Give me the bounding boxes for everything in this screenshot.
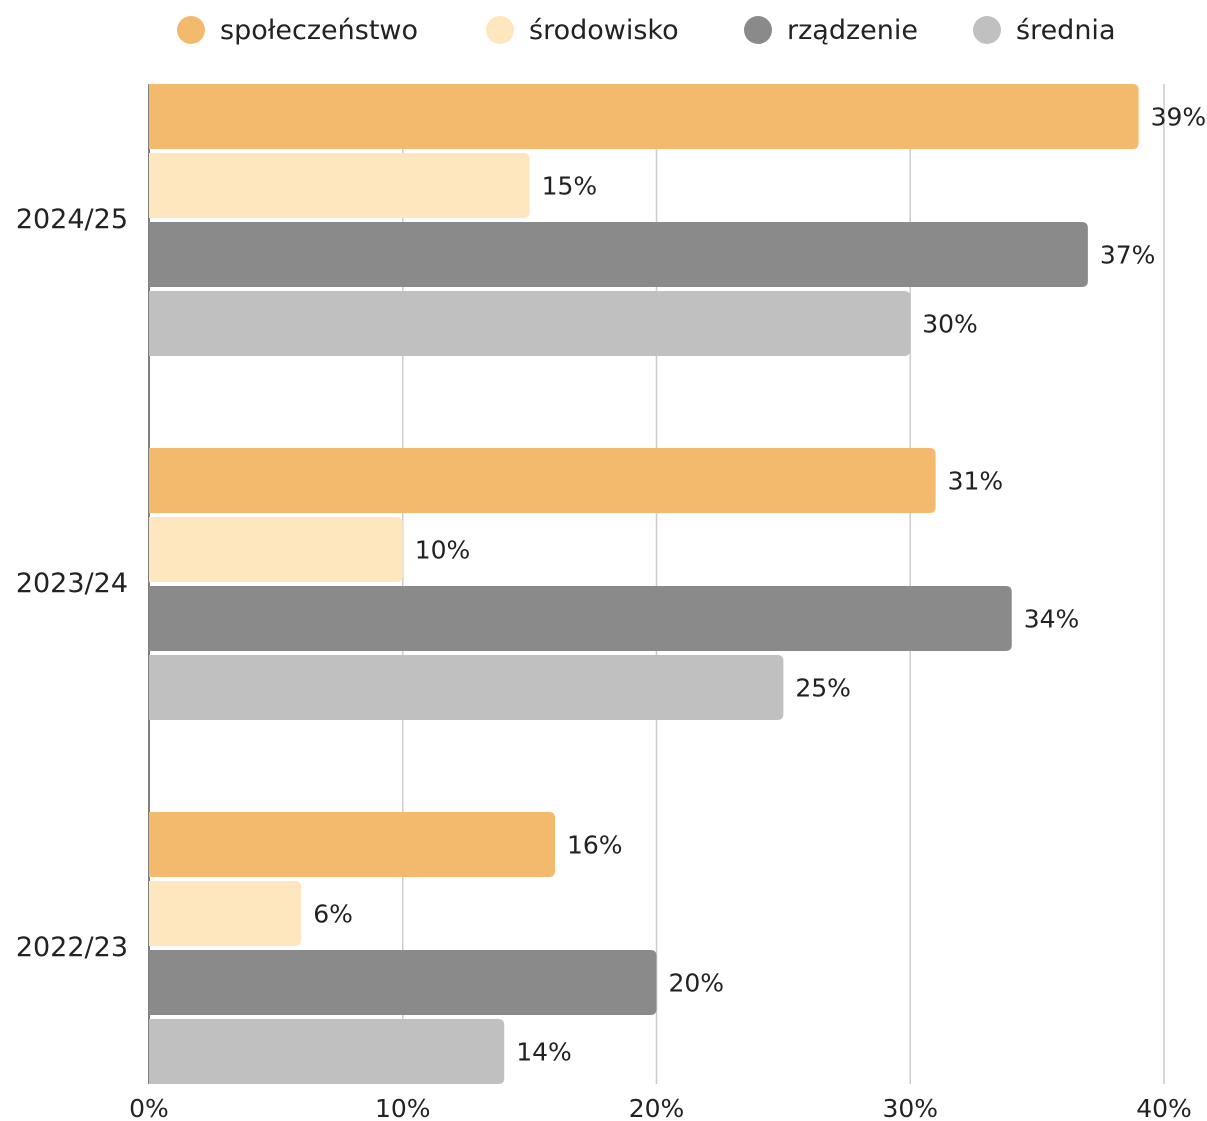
value-label-1-1: 10%	[415, 536, 471, 565]
value-label-0-0: 39%	[1151, 103, 1207, 132]
x-tick-label-0: 0%	[129, 1094, 169, 1121]
x-tick-label-3: 30%	[882, 1094, 938, 1121]
value-labels: 39% 15% 37% 30% 31% 10% 34% 25% 16% 6% 20% 14%	[313, 103, 1206, 1067]
bar-2-3	[149, 1019, 505, 1084]
value-label-2-1: 6%	[313, 900, 353, 929]
legend: społeczeństwo środowisko rządzenie średnia	[177, 15, 1115, 46]
bar-1-2	[149, 586, 1012, 651]
value-label-2-3: 14%	[516, 1038, 572, 1067]
bar-1-1	[149, 517, 403, 582]
value-label-0-1: 15%	[542, 172, 598, 201]
value-label-2-2: 20%	[669, 969, 725, 998]
legend-label-3: średnia	[1016, 15, 1115, 46]
value-label-1-3: 25%	[795, 674, 851, 703]
bar-0-0	[149, 84, 1139, 149]
value-label-2-0: 16%	[567, 831, 623, 860]
legend-marker-1	[486, 16, 514, 44]
bar-2-1	[149, 881, 302, 946]
bar-0-3	[149, 291, 911, 356]
bar-1-3	[149, 655, 784, 720]
bar-1-0	[149, 448, 936, 513]
legend-marker-2	[744, 16, 772, 44]
legend-label-1: środowisko	[529, 15, 679, 46]
x-axis-ticks: 0% 10% 20% 30% 40%	[129, 1094, 1192, 1121]
legend-marker-0	[177, 16, 205, 44]
bar-0-1	[149, 153, 530, 218]
category-label-2: 2022/23	[16, 932, 128, 963]
x-tick-label-1: 10%	[375, 1094, 431, 1121]
category-label-1: 2023/24	[16, 568, 128, 599]
x-tick-label-2: 20%	[629, 1094, 685, 1121]
bars	[149, 84, 1139, 1084]
value-label-0-2: 37%	[1100, 241, 1156, 270]
bar-2-2	[149, 950, 657, 1015]
legend-marker-3	[973, 16, 1001, 44]
value-label-1-2: 34%	[1024, 605, 1080, 634]
value-label-0-3: 30%	[922, 310, 978, 339]
value-label-1-0: 31%	[948, 467, 1004, 496]
x-tick-label-4: 40%	[1136, 1094, 1192, 1121]
category-labels: 2024/25 2023/24 2022/23	[16, 204, 128, 963]
bar-0-2	[149, 222, 1088, 287]
legend-label-2: rządzenie	[787, 15, 918, 46]
category-label-0: 2024/25	[16, 204, 128, 235]
bar-2-0	[149, 812, 555, 877]
legend-label-0: społeczeństwo	[220, 15, 418, 46]
